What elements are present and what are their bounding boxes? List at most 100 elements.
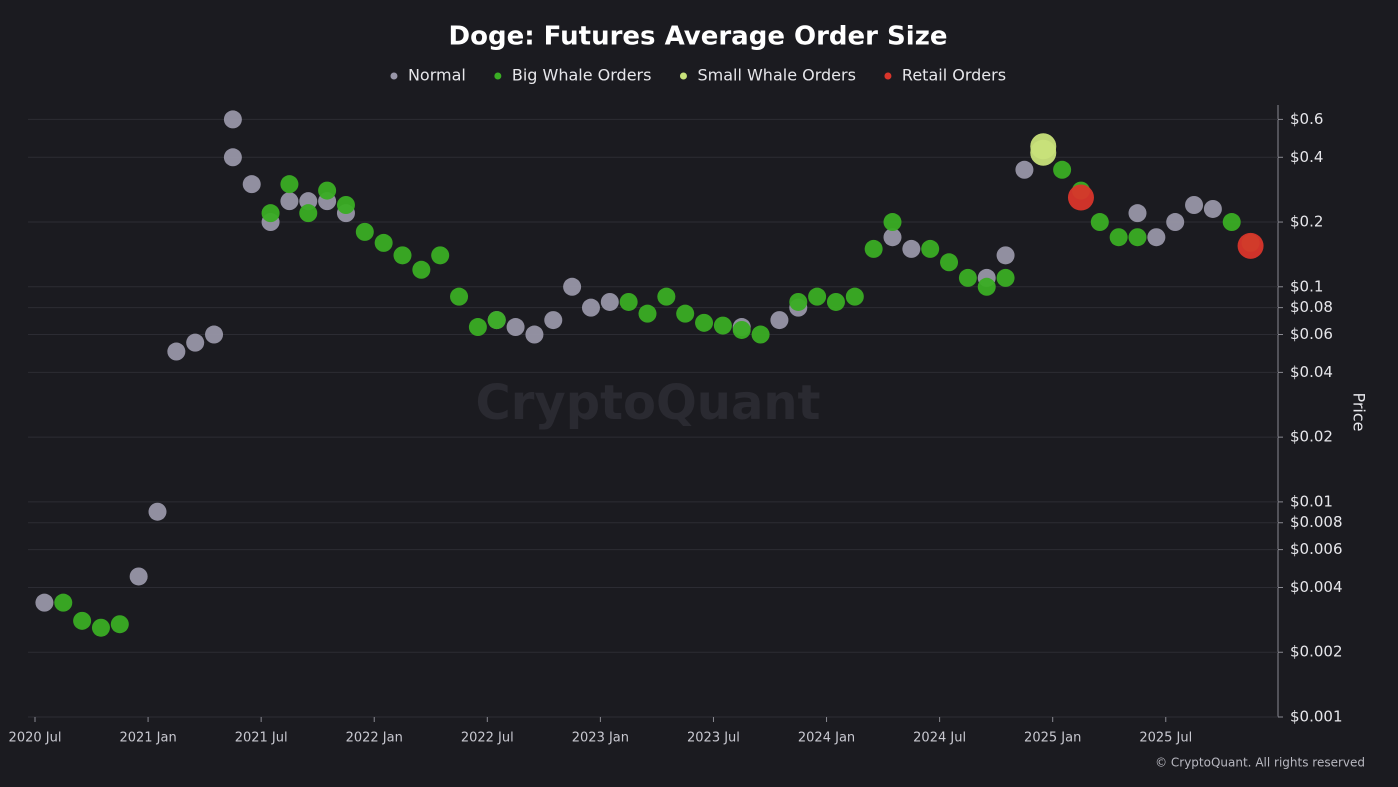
legend-label: Small Whale Orders — [697, 66, 855, 85]
y-tick-label: $0.006 — [1290, 540, 1343, 558]
y-tick-label: $0.008 — [1290, 513, 1343, 531]
x-tick-label: 2020 Jul — [9, 731, 62, 746]
legend-marker — [390, 72, 398, 80]
point — [506, 318, 525, 337]
point — [940, 253, 959, 272]
point — [393, 246, 412, 265]
point — [1067, 184, 1094, 211]
point — [676, 304, 695, 323]
y-tick-label: $0.08 — [1290, 298, 1333, 316]
point — [1147, 228, 1166, 247]
point — [1128, 228, 1147, 247]
point — [242, 175, 261, 194]
legend-marker — [679, 72, 687, 80]
point — [186, 333, 205, 352]
point — [318, 181, 337, 200]
point — [921, 239, 940, 258]
y-tick-label: $0.002 — [1290, 643, 1343, 661]
y-tick-label: $0.01 — [1290, 492, 1333, 510]
x-tick-label: 2022 Jul — [461, 731, 514, 746]
point — [544, 311, 563, 330]
point — [996, 268, 1015, 287]
series — [1030, 133, 1057, 166]
point — [770, 311, 789, 330]
y-tick-label: $0.4 — [1290, 148, 1323, 166]
y-tick-label: $0.02 — [1290, 428, 1333, 446]
point — [525, 325, 544, 344]
point — [73, 611, 92, 630]
y-tick-label: $0.004 — [1290, 578, 1343, 596]
point — [468, 318, 487, 337]
point — [1185, 196, 1204, 215]
point — [883, 213, 902, 232]
point — [261, 204, 280, 223]
x-tick-label: 2025 Jan — [1024, 731, 1081, 746]
point — [695, 313, 714, 332]
x-tick-label: 2025 Jul — [1139, 731, 1192, 746]
point — [996, 246, 1015, 265]
series — [54, 160, 1260, 637]
x-tick-label: 2024 Jul — [913, 731, 966, 746]
y-tick-label: $0.06 — [1290, 325, 1333, 343]
y-tick-label: $0.001 — [1290, 708, 1343, 726]
point — [902, 239, 921, 258]
y-axis-title: Price — [1350, 392, 1369, 431]
point — [789, 292, 808, 311]
chart-title: Doge: Futures Average Order Size — [449, 22, 948, 52]
point — [223, 148, 242, 167]
legend-label: Retail Orders — [902, 66, 1006, 85]
x-tick-label: 2021 Jul — [235, 731, 288, 746]
point — [299, 204, 318, 223]
point — [1237, 232, 1264, 259]
x-tick-label: 2021 Jan — [119, 731, 176, 746]
legend-marker — [884, 72, 892, 80]
point — [638, 304, 657, 323]
point — [129, 567, 148, 586]
point — [1128, 204, 1147, 223]
watermark: CryptoQuant — [476, 375, 821, 431]
point — [148, 502, 167, 521]
legend-marker — [494, 72, 502, 80]
point — [581, 298, 600, 317]
point — [864, 239, 883, 258]
point — [431, 246, 450, 265]
y-tick-label: $0.1 — [1290, 277, 1323, 295]
point — [91, 618, 110, 637]
point — [808, 287, 827, 306]
point — [619, 292, 638, 311]
point — [487, 311, 506, 330]
point — [751, 325, 770, 344]
x-tick-label: 2023 Jan — [572, 731, 629, 746]
x-tick-label: 2022 Jan — [346, 731, 403, 746]
point — [110, 615, 129, 634]
point — [883, 228, 902, 247]
y-tick-label: $0.04 — [1290, 363, 1333, 381]
x-tick-label: 2023 Jul — [687, 731, 740, 746]
legend-label: Normal — [408, 66, 466, 85]
y-tick-label: $0.6 — [1290, 110, 1323, 128]
point — [1090, 213, 1109, 232]
point — [205, 325, 224, 344]
point — [223, 110, 242, 129]
point — [1203, 199, 1222, 218]
x-tick-label: 2024 Jan — [798, 731, 855, 746]
point — [1166, 213, 1185, 232]
point — [280, 192, 299, 211]
point — [374, 233, 393, 252]
point — [355, 222, 374, 241]
point — [713, 316, 732, 335]
point — [845, 287, 864, 306]
point — [280, 175, 299, 194]
point — [732, 320, 751, 339]
point — [336, 196, 355, 215]
grid — [28, 118, 1278, 718]
point — [167, 342, 186, 361]
point — [1222, 213, 1241, 232]
point — [657, 287, 676, 306]
y-tick-label: $0.2 — [1290, 213, 1323, 231]
credit: © CryptoQuant. All rights reserved — [1155, 756, 1365, 770]
point — [412, 260, 431, 279]
legend-label: Big Whale Orders — [512, 66, 652, 85]
